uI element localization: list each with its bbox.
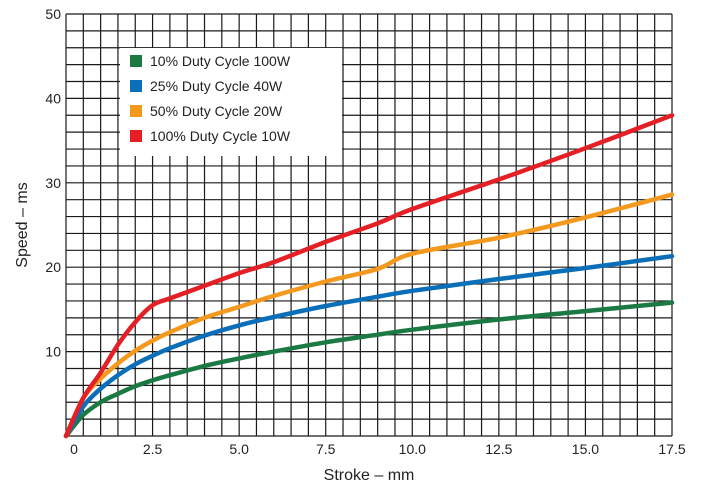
x-tick-label: 2.5 — [143, 441, 163, 457]
series-line-2 — [63, 253, 675, 439]
legend: 10% Duty Cycle 100W 25% Duty Cycle 40W 50%… — [120, 48, 342, 156]
y-tick-label: 50 — [45, 6, 61, 22]
x-tick-label: 5.0 — [229, 441, 249, 457]
y-tick-labels: 10 20 30 40 50 — [45, 6, 61, 360]
x-tick-label: 12.5 — [485, 441, 512, 457]
legend-swatch — [130, 130, 142, 142]
legend-swatch — [130, 55, 142, 67]
legend-label: 10% Duty Cycle 100W — [150, 53, 291, 69]
series-line-4 — [63, 113, 675, 439]
x-tick-label: 10.0 — [399, 441, 426, 457]
curves — [63, 113, 675, 439]
legend-swatch — [130, 105, 142, 117]
y-tick-label: 10 — [45, 344, 61, 360]
x-tick-labels: 0 2.5 5.0 7.5 10.0 12.5 15.0 17.5 — [70, 441, 686, 457]
x-tick-label: 15.0 — [572, 441, 599, 457]
x-tick-label: 17.5 — [658, 441, 685, 457]
series-line-3 — [63, 192, 675, 439]
legend-label: 25% Duty Cycle 40W — [150, 78, 283, 94]
legend-label: 50% Duty Cycle 20W — [150, 103, 283, 119]
x-tick-label: 7.5 — [316, 441, 336, 457]
legend-box — [120, 48, 342, 156]
y-axis-title: Speed – ms — [14, 182, 31, 267]
series-line-1 — [63, 300, 675, 439]
y-tick-label: 20 — [45, 259, 61, 275]
legend-label: 100% Duty Cycle 10W — [150, 128, 291, 144]
x-tick-label: 0 — [70, 441, 78, 457]
y-tick-label: 30 — [45, 175, 61, 191]
y-tick-label: 40 — [45, 90, 61, 106]
legend-swatch — [130, 80, 142, 92]
x-axis-title: Stroke – mm — [324, 467, 415, 484]
